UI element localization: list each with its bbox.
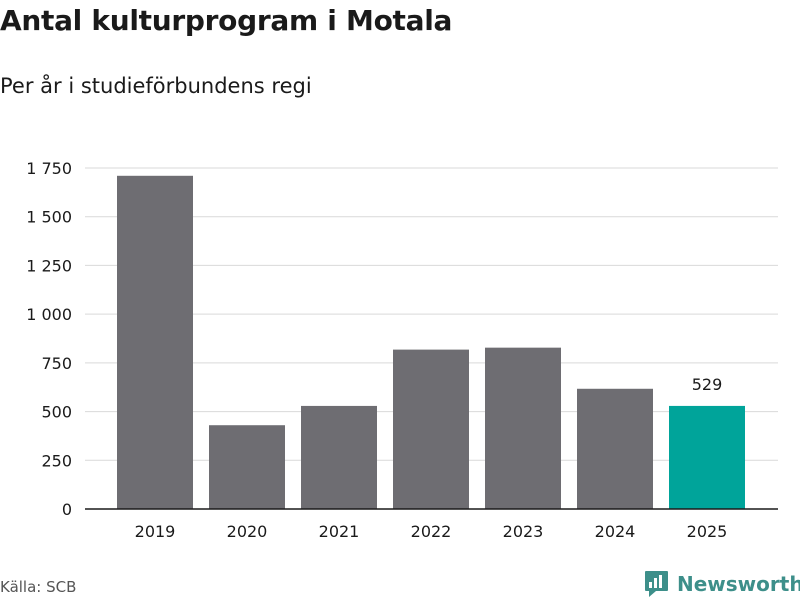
bar-2022 (393, 349, 469, 509)
newsworthy-logo-icon (645, 571, 668, 597)
x-tick-label: 2022 (411, 522, 452, 541)
x-tick-label: 2019 (135, 522, 176, 541)
y-tick-label: 0 (62, 500, 72, 519)
x-tick-label: 2023 (503, 522, 544, 541)
brand-name: Newsworthy (677, 572, 800, 596)
x-tick-label: 2024 (595, 522, 636, 541)
x-tick-label: 2021 (319, 522, 360, 541)
chart-title: Antal kulturprogram i Motala (0, 4, 453, 37)
x-tick-label: 2025 (687, 522, 728, 541)
y-tick-label: 1 500 (26, 208, 72, 227)
bar-2023 (485, 347, 561, 509)
y-tick-label: 1 250 (26, 256, 72, 275)
bar-2021 (301, 405, 377, 509)
bar-2025 (669, 405, 745, 509)
x-tick-label: 2020 (227, 522, 268, 541)
bar-2024 (577, 388, 653, 509)
y-tick-label: 500 (41, 403, 72, 422)
source-note: Källa: SCB (0, 578, 77, 596)
y-tick-label: 750 (41, 354, 72, 373)
chart-subtitle: Per år i studieförbundens regi (0, 74, 312, 98)
bar-2019 (117, 175, 193, 509)
data-label: 529 (692, 375, 723, 394)
bar-2020 (209, 425, 285, 509)
y-tick-label: 250 (41, 451, 72, 470)
brand-logo-block[interactable]: Newsworthy (644, 570, 800, 598)
y-tick-label: 1 000 (26, 305, 72, 324)
y-tick-label: 1 750 (26, 159, 72, 178)
